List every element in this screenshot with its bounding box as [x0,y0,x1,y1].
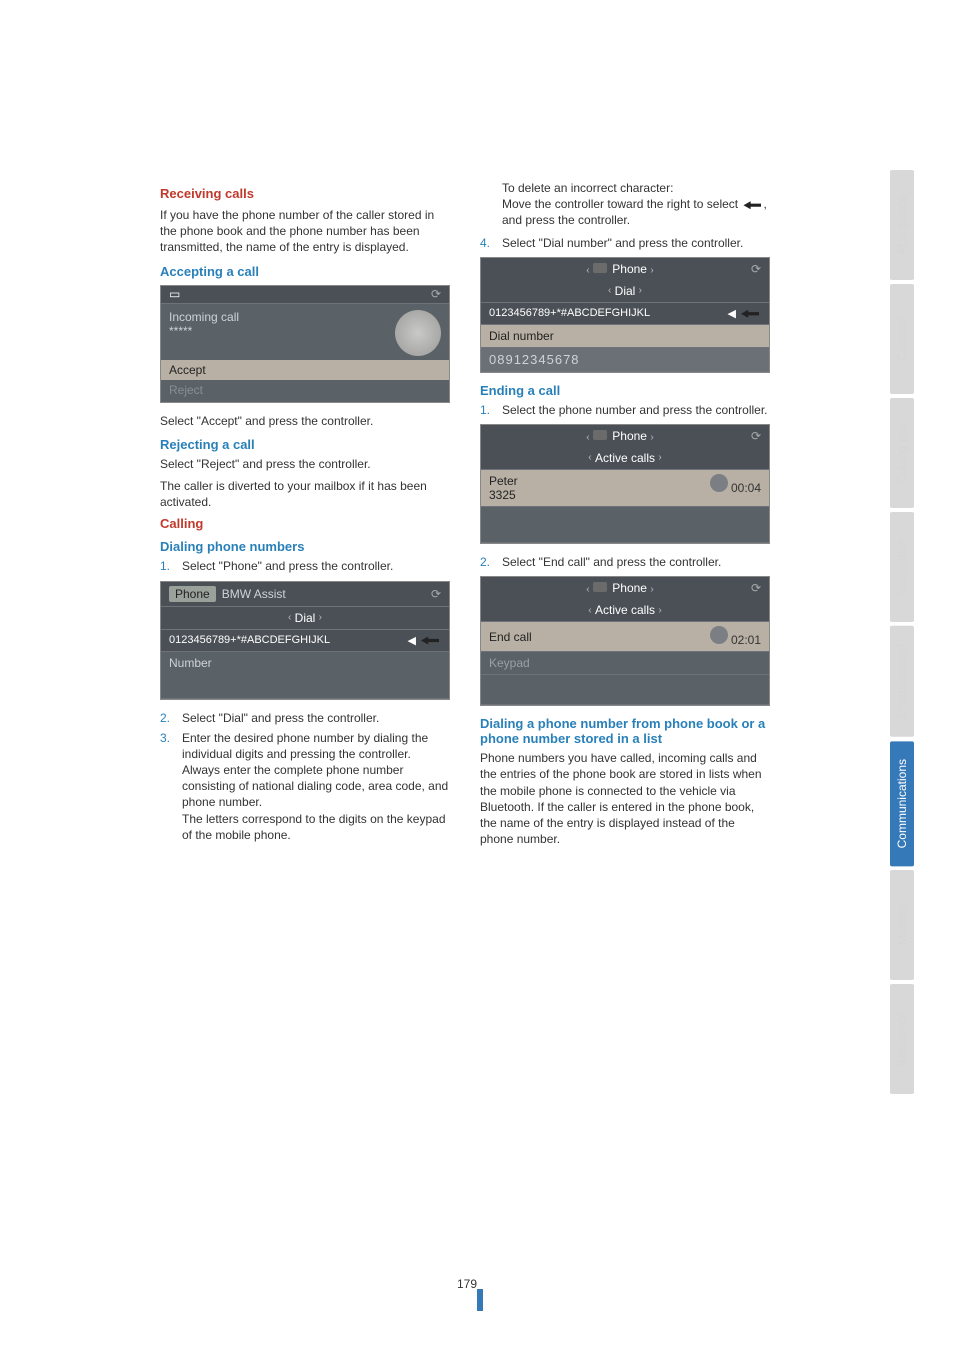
typed-number: 08912345678 [489,352,580,367]
rejecting-body1: Select "Reject" and press the controller… [160,456,450,472]
phone-title: Phone [612,429,647,443]
screenshot-dial-number: ‹ Phone › ⟳ ‹ Dial › 0123456789+*#ABCDEF… [480,257,770,373]
page-indicator-bar [477,1289,483,1311]
car-icon [593,582,607,592]
chevron-right-icon: › [650,432,653,443]
list-number: 4. [480,235,494,251]
car-icon [593,263,607,273]
backspace-icon[interactable] [419,635,441,647]
heading-calling: Calling [160,516,450,531]
chevron-left-icon: ‹ [608,285,611,296]
number-label: Number [169,656,212,670]
ending-step2: Select "End call" and press the controll… [502,554,770,570]
rotate-icon: ⟳ [431,287,441,301]
right-column: To delete an incorrect character: Move t… [480,180,770,853]
caller-number: 3325 [489,488,516,502]
ear-graphic [395,310,441,356]
dial-number-row[interactable]: Dial number [489,329,554,343]
screenshot-active-call: ‹ Phone › ⟳ ‹ Active calls › Peter 3325 [480,424,770,544]
chevron-right-icon: › [658,452,661,463]
chevron-left-icon: ‹ [588,452,591,463]
chevron-right-icon: › [650,584,653,595]
dial-label: Dial [615,284,636,298]
rotate-icon: ⟳ [431,587,441,601]
heading-dialing-numbers: Dialing phone numbers [160,539,450,554]
list-number: 1. [480,402,494,418]
accepting-after: Select "Accept" and press the controller… [160,413,450,429]
list-number: 2. [160,710,174,726]
chevron-left-icon: ‹ [586,432,589,443]
handset-icon [710,474,728,492]
phone-icon: ▭ [169,287,180,301]
char-strip[interactable]: 0123456789+*#ABCDEFGHIJKL [169,634,330,646]
chevron-left-icon: ‹ [586,265,589,276]
tab-controls[interactable]: Controls [890,284,914,394]
side-tabs: At a glance Controls Driving tips Naviga… [890,170,914,1094]
tab-entertainment[interactable]: Entertainment [890,626,914,737]
heading-rejecting: Rejecting a call [160,437,450,452]
tab-reference[interactable]: Reference [890,984,914,1094]
calling-step2: Select "Dial" and press the controller. [182,710,450,726]
cursor-left-icon[interactable]: ◀ [407,635,415,647]
handset-icon [710,626,728,644]
cursor-left-icon[interactable]: ◀ [727,308,735,320]
keypad-row[interactable]: Keypad [489,656,530,670]
char-strip[interactable]: 0123456789+*#ABCDEFGHIJKL [489,307,650,319]
backspace-icon [741,197,763,211]
receiving-body: If you have the phone number of the call… [160,207,450,256]
active-calls-label: Active calls [595,451,655,465]
screenshot-incoming-call: ▭ ⟳ Incoming call ***** Accept Reject [160,285,450,403]
chevron-left-icon: ‹ [288,612,291,623]
tab-navigation[interactable]: Navigation [890,512,914,622]
tab-at-a-glance[interactable]: At a glance [890,170,914,280]
dial-step4: Select "Dial number" and press the contr… [502,235,770,251]
chevron-left-icon: ‹ [588,605,591,616]
screenshot-end-call: ‹ Phone › ⟳ ‹ Active calls › End call 02… [480,576,770,706]
dial-label: Dial [295,611,316,625]
rotate-icon: ⟳ [751,581,761,595]
caller-name[interactable]: Peter [489,474,518,488]
list-number: 1. [160,558,174,574]
call-duration: 00:04 [731,481,761,495]
backspace-icon[interactable] [739,308,761,320]
car-icon [593,430,607,440]
tab-bmw-assist[interactable]: BMW Assist [222,587,286,601]
phone-title: Phone [612,262,647,276]
heading-dial-from-list: Dialing a phone number from phone book o… [480,716,770,746]
dial-from-list-body: Phone numbers you have called, incoming … [480,750,770,847]
rejecting-body2: The caller is diverted to your mailbox i… [160,478,450,510]
phone-title: Phone [612,581,647,595]
page-number: 179 [457,1277,477,1291]
accept-row[interactable]: Accept [161,360,449,380]
tab-phone[interactable]: Phone [169,586,216,602]
list-number: 2. [480,554,494,570]
left-column: Receiving calls If you have the phone nu… [160,180,450,853]
chevron-right-icon: › [639,285,642,296]
tab-mobility[interactable]: Mobility [890,870,914,980]
active-calls-label: Active calls [595,603,655,617]
heading-accepting: Accepting a call [160,264,450,279]
heading-receiving: Receiving calls [160,186,450,201]
tab-driving-tips[interactable]: Driving tips [890,398,914,508]
chevron-left-icon: ‹ [586,584,589,595]
call-duration: 02:01 [731,633,761,647]
reject-row[interactable]: Reject [161,380,449,400]
chevron-right-icon: › [658,605,661,616]
chevron-right-icon: › [650,265,653,276]
calling-step1: Select "Phone" and press the controller. [182,558,450,574]
screenshot-dial-1: Phone BMW Assist ⟳ ‹ Dial › 0123456789+*… [160,581,450,700]
chevron-right-icon: › [319,612,322,623]
end-call-row[interactable]: End call [489,630,532,644]
rotate-icon: ⟳ [751,262,761,276]
heading-ending: Ending a call [480,383,770,398]
delete-char-block: To delete an incorrect character: Move t… [480,180,770,229]
list-number: 3. [160,730,174,843]
tab-communications[interactable]: Communications [890,741,914,866]
rotate-icon: ⟳ [751,429,761,443]
ending-step1: Select the phone number and press the co… [502,402,770,418]
calling-step3: Enter the desired phone number by dialin… [182,730,450,843]
